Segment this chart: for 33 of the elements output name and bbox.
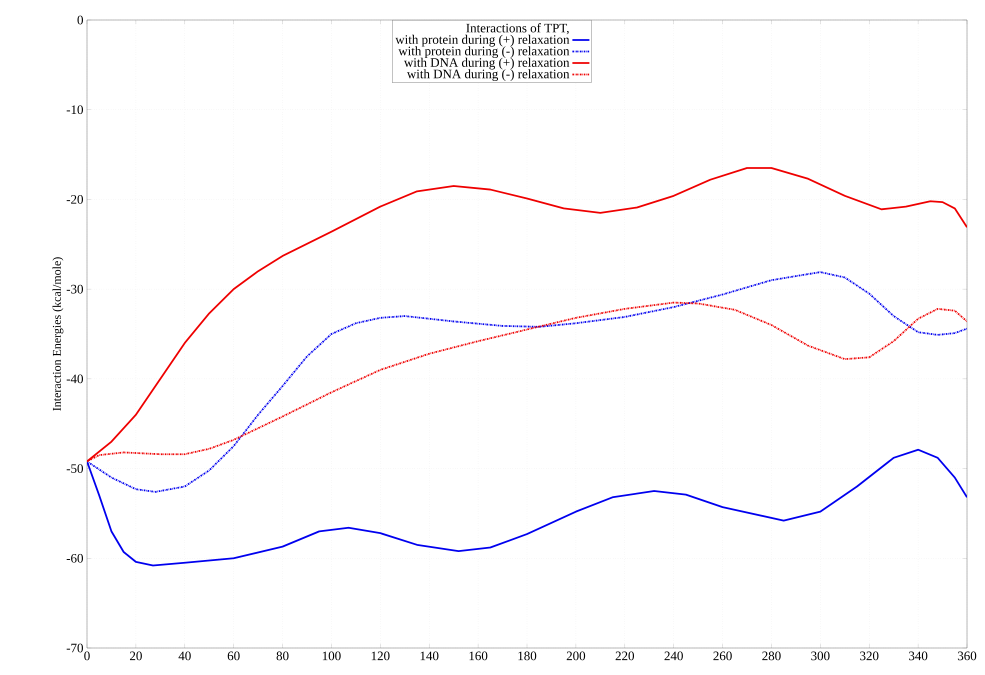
x-tick-label: 220 xyxy=(616,652,634,660)
x-tick-label: 140 xyxy=(420,652,438,660)
y-tick-label: -40 xyxy=(66,374,83,384)
y-tick-label: -50 xyxy=(66,464,83,473)
x-tick-label: 160 xyxy=(470,652,488,660)
x-tick-label: 180 xyxy=(518,652,536,660)
x-tick-label: 280 xyxy=(762,652,781,660)
y-axis-title: Interaction Energies (kcal/mole) xyxy=(52,257,64,411)
y-tick-label: -10 xyxy=(66,105,83,114)
x-tick-label: 40 xyxy=(178,652,191,660)
legend-label: with protein during (+) relaxation xyxy=(395,34,570,47)
y-tick-label: -70 xyxy=(66,644,83,652)
legend-label: with DNA during (-) relaxation xyxy=(406,69,570,82)
x-tick-label: 100 xyxy=(322,652,341,660)
x-tick-label: 340 xyxy=(909,652,928,660)
x-tick-label: 0 xyxy=(84,652,90,660)
x-tick-label: 300 xyxy=(811,652,830,660)
x-tick-label: 20 xyxy=(130,652,142,660)
x-tick-label: 60 xyxy=(228,652,240,660)
y-tick-label: -20 xyxy=(66,195,83,204)
x-tick-label: 360 xyxy=(958,652,976,660)
x-tick-label: 260 xyxy=(713,652,732,660)
y-tick-label: -30 xyxy=(66,284,83,294)
x-tick-label: 240 xyxy=(664,652,683,660)
x-tick-label: 320 xyxy=(860,652,878,660)
legend-label: with DNA during (+) relaxation xyxy=(404,58,570,70)
legend-title: Interactions of TPT, xyxy=(466,23,569,34)
x-tick-label: 80 xyxy=(276,652,289,660)
x-tick-label: 200 xyxy=(566,652,586,660)
x-tick-label: 120 xyxy=(372,652,390,660)
legend-label: with protein during (-) relaxation xyxy=(398,46,570,58)
y-tick-label: 0 xyxy=(78,16,83,24)
y-tick-label: -60 xyxy=(66,554,83,563)
